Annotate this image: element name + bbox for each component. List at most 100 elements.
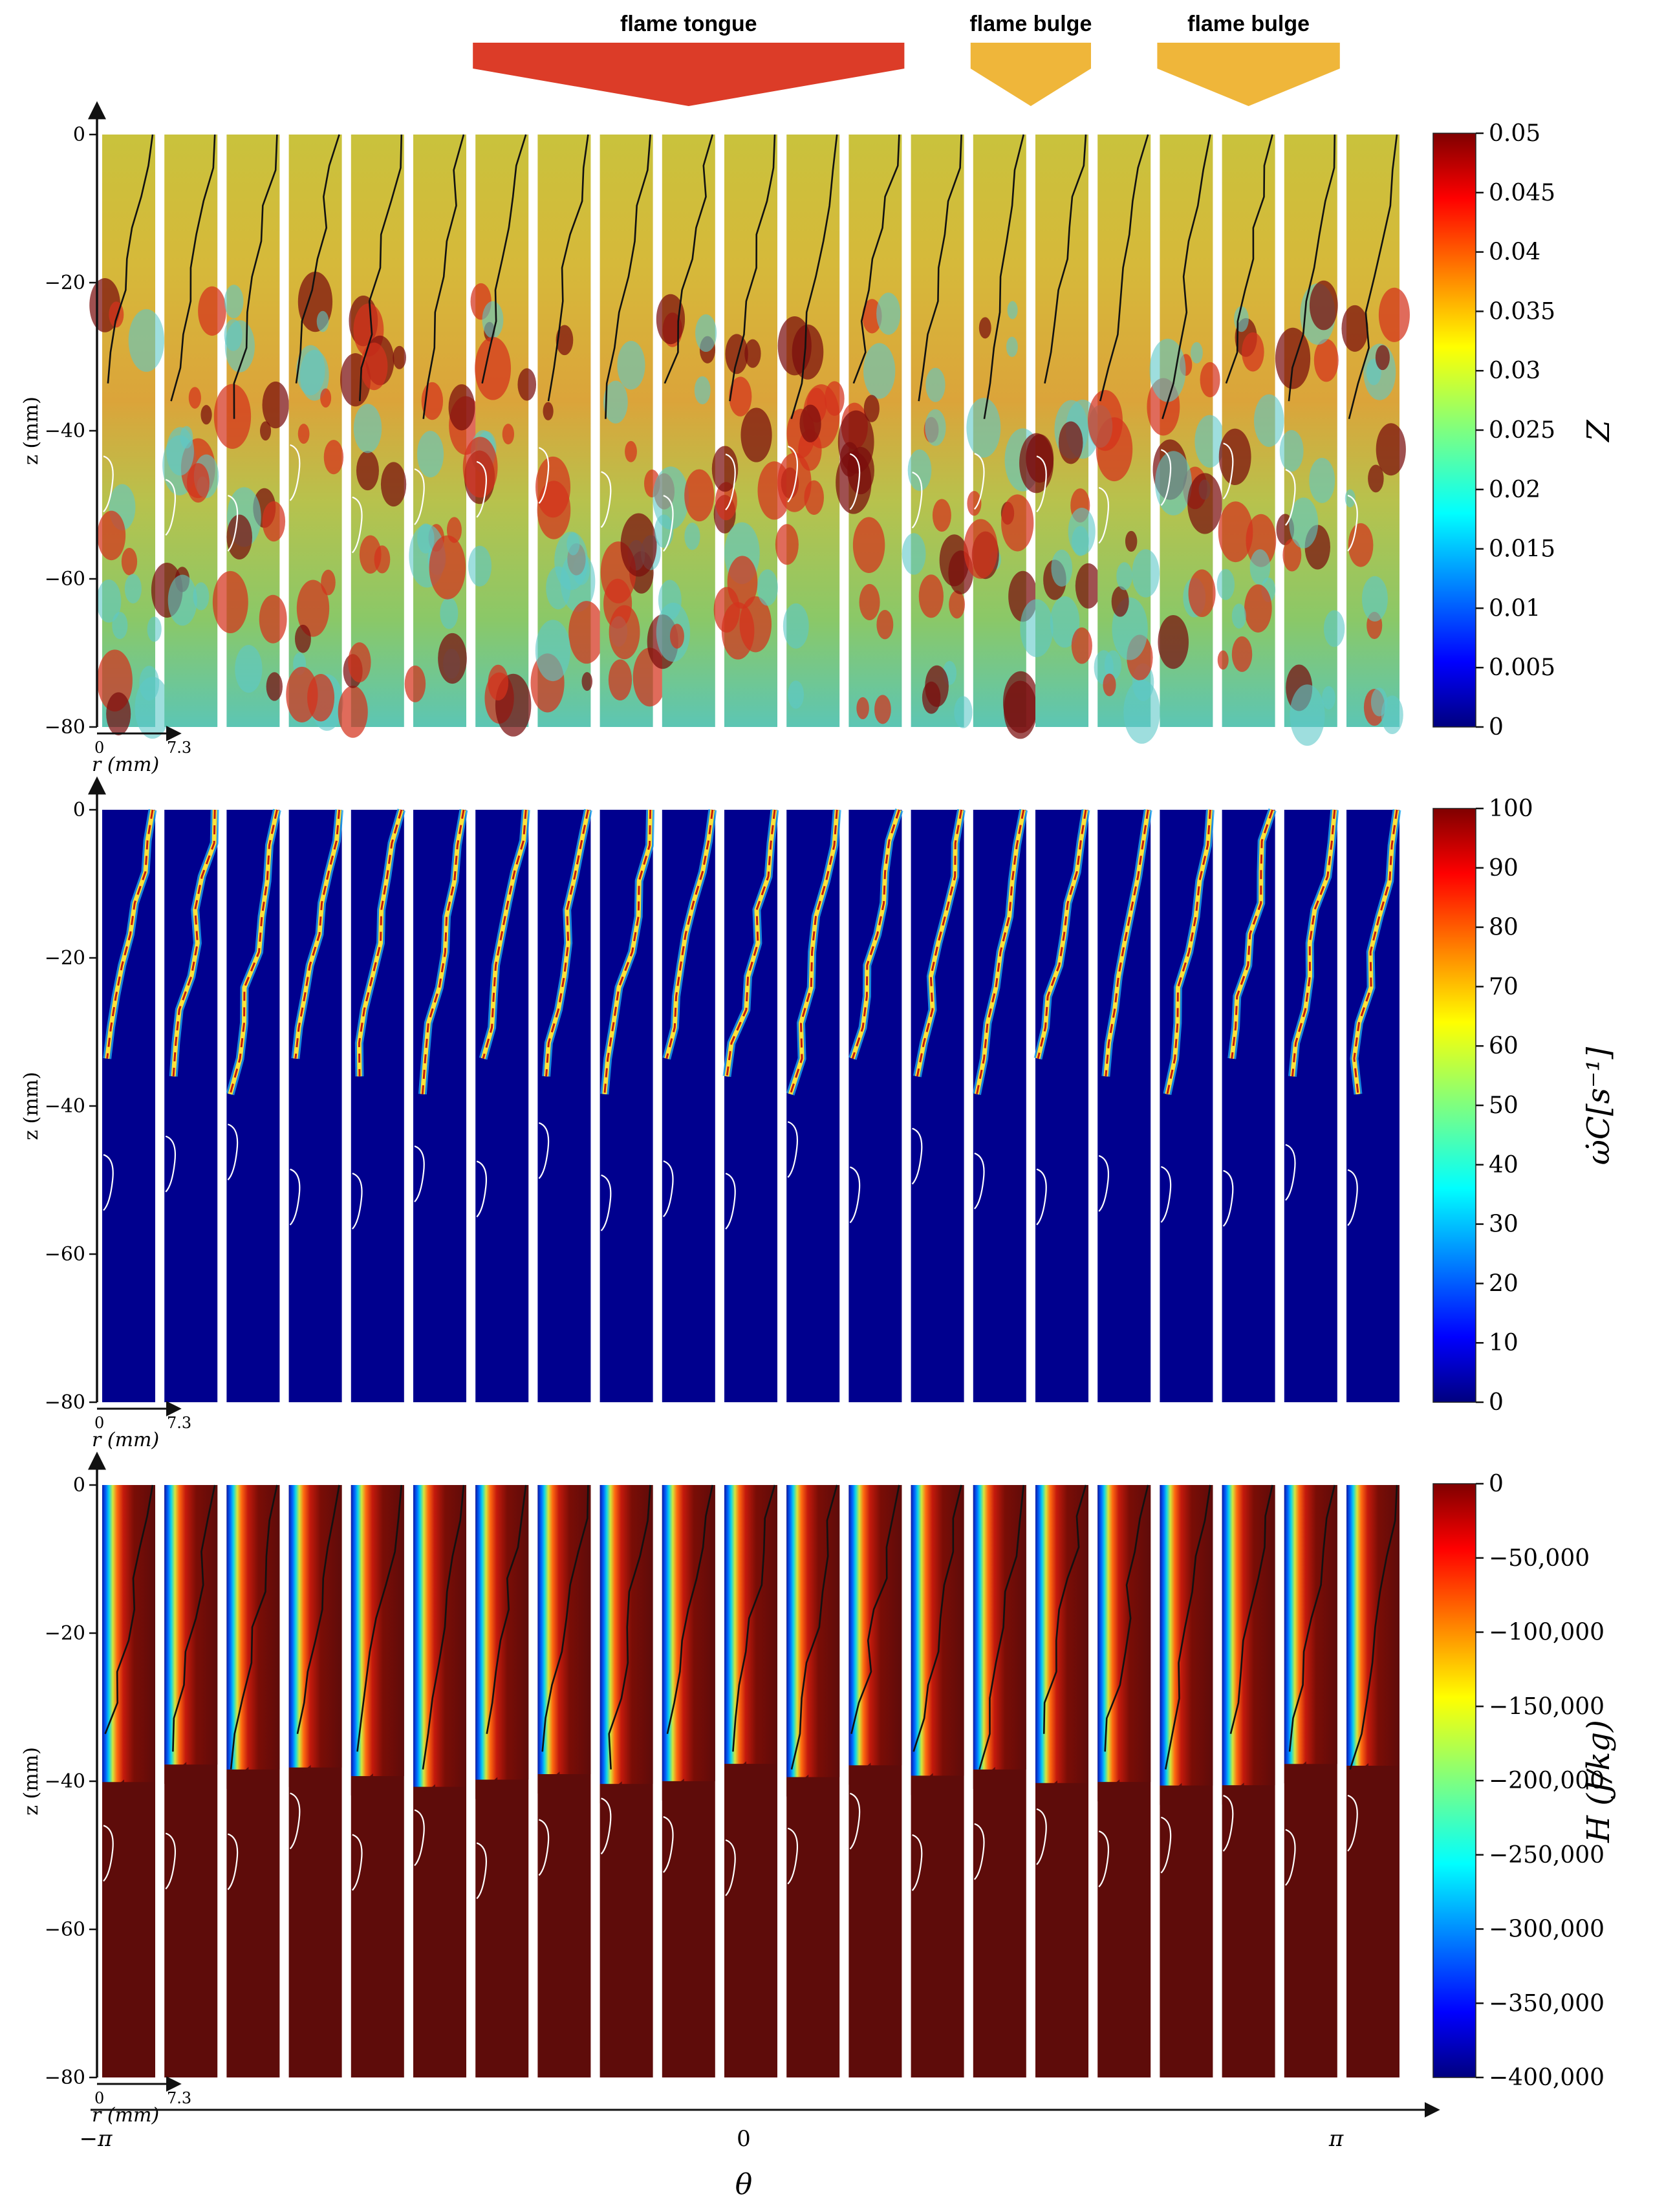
field-blob	[359, 535, 382, 574]
field-blob	[684, 469, 715, 522]
field-blob	[902, 533, 926, 575]
stoich-isoline	[541, 1484, 589, 1752]
recirculation-isoline	[1160, 449, 1172, 506]
y-tick-label: −60	[45, 568, 85, 591]
colorbar-tick-label: 80	[1489, 915, 1518, 941]
slab	[413, 1484, 466, 2077]
annotation-banners: flame tongue flame bulge flame bulge	[473, 12, 1340, 106]
slab	[848, 1484, 902, 2077]
field-blob	[1116, 562, 1132, 591]
field-blob	[1188, 569, 1216, 618]
field-blob	[124, 574, 142, 603]
theta-axis-label: θ	[735, 2168, 753, 2201]
slab	[848, 808, 903, 1402]
annotation-label: flame bulge	[1187, 12, 1310, 36]
slab	[102, 1484, 155, 2077]
recirculation-isoline	[538, 447, 550, 504]
slab	[1097, 809, 1152, 1402]
slab	[600, 134, 667, 727]
colorbar-tick-label: −400,000	[1489, 2065, 1604, 2091]
recirculation-isoline	[662, 1160, 674, 1217]
annotation-bulge: flame bulge	[1157, 12, 1340, 106]
recirculation-isoline	[165, 1832, 176, 1890]
colorbar-tick-label: −150,000	[1489, 1693, 1604, 1720]
field-blob	[1313, 338, 1339, 382]
slab	[351, 808, 406, 1402]
field-blob	[297, 424, 310, 444]
colorbar-tick-label: 0.01	[1489, 595, 1540, 622]
field-blob	[1125, 530, 1138, 552]
reaction-zone	[914, 809, 964, 1077]
colorbar-tick-label: 0.015	[1489, 536, 1555, 563]
slab	[226, 1484, 280, 2077]
slab	[775, 134, 845, 727]
recirculation-isoline	[1347, 1794, 1358, 1852]
reaction-zone-peak	[976, 809, 1025, 1094]
field-blob	[1075, 563, 1101, 609]
recirculation-isoline	[787, 1827, 798, 1885]
field-blob	[198, 286, 226, 336]
slab-field	[1346, 810, 1399, 1402]
field-blob	[775, 524, 799, 565]
recirculation-isoline	[849, 1792, 861, 1850]
slab	[462, 134, 537, 737]
slab	[413, 808, 468, 1402]
field-blob	[1378, 287, 1410, 342]
field-blob	[226, 514, 252, 559]
field-blob	[967, 490, 982, 516]
field-blob	[777, 316, 812, 376]
reaction-zone-peak	[106, 809, 154, 1059]
slab	[722, 809, 779, 1402]
stoich-isoline	[481, 134, 527, 384]
field-blob	[1004, 680, 1037, 739]
field-blob	[918, 574, 944, 618]
reaction-zone-peak	[229, 809, 278, 1095]
stoich-isoline	[1288, 134, 1336, 402]
slab	[89, 134, 171, 739]
slab-tip	[1160, 1783, 1182, 1805]
field-blob	[1007, 301, 1018, 320]
r-axis-max: 7.3	[167, 2089, 191, 2107]
recirculation-isoline	[1160, 1166, 1172, 1223]
colorbar-tick-label: 20	[1489, 1270, 1518, 1297]
slab	[1275, 134, 1345, 746]
field-blob	[1132, 549, 1160, 598]
field-blob	[462, 437, 498, 498]
stoich-isoline	[233, 134, 278, 419]
stoich-isoline	[230, 1484, 278, 1770]
field-blob	[1289, 497, 1319, 548]
stoich-isoline	[978, 1484, 1025, 1770]
field-blob	[517, 368, 537, 401]
slab	[151, 134, 226, 727]
slab-tip	[724, 1761, 746, 1784]
field-blob	[876, 610, 894, 640]
stoich-isoline	[547, 134, 589, 402]
field-blob	[799, 404, 821, 442]
slab-field	[1160, 810, 1213, 1402]
field-blob	[167, 574, 197, 626]
y-tick-label: −80	[45, 2066, 85, 2089]
slab	[647, 134, 717, 727]
slab	[1097, 1484, 1151, 2077]
colorbar-tick-label: 10	[1489, 1330, 1518, 1356]
field-blob	[907, 449, 932, 492]
field-blob	[1242, 332, 1264, 372]
slab	[1160, 1484, 1213, 2077]
field-blob	[603, 380, 628, 424]
field-blob	[1001, 494, 1034, 552]
field-blob	[954, 696, 973, 728]
recirculation-isoline	[1222, 1169, 1234, 1227]
stoich-isoline	[983, 134, 1025, 419]
field-blob	[949, 590, 966, 619]
annotation-arrow	[1157, 43, 1340, 106]
field-blob	[96, 579, 122, 623]
slab-field	[351, 810, 404, 1402]
slab-field	[288, 810, 342, 1402]
colorbar-label: Z	[1581, 419, 1617, 443]
field-blob	[147, 616, 162, 642]
y-tick-label: −40	[45, 1770, 85, 1793]
reaction-zone	[1290, 809, 1337, 1077]
recirculation-isoline	[1098, 1830, 1109, 1888]
slab-mixing-layer	[1222, 1485, 1275, 1786]
slab-mixing-layer	[973, 1485, 1026, 1770]
